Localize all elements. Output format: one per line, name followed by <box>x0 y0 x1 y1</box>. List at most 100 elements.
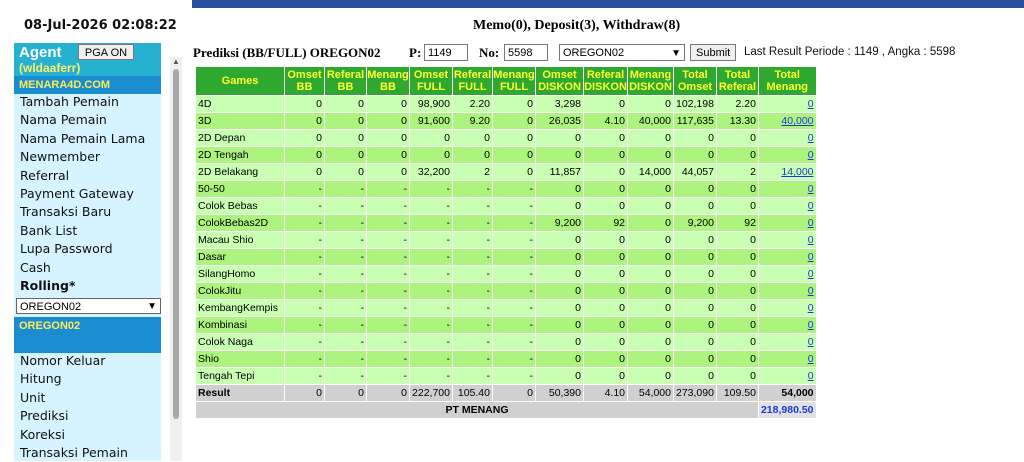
table-row: 50-50- - - - - -0 0 0 0 0 0 <box>196 181 816 197</box>
rolling-label: Rolling* <box>20 278 76 293</box>
table-cell: 0 <box>716 266 758 282</box>
sidebar-item-bank-list[interactable]: Bank List <box>20 222 78 238</box>
submit-button[interactable]: Submit <box>690 44 737 61</box>
scroll-up-icon[interactable]: ▲ <box>172 57 180 66</box>
pga-on-button[interactable]: PGA ON <box>78 44 134 60</box>
result-cell: 0 <box>285 385 324 401</box>
table-cell: 26,035 <box>536 113 583 129</box>
table-cell: 0 <box>628 147 673 163</box>
table-cell: 0 <box>674 266 716 282</box>
agent-label: Agent <box>19 44 62 61</box>
agent-box: Agent PGA ON (wldaaferr) <box>14 43 161 76</box>
period-input[interactable]: 1149 <box>424 44 468 61</box>
sidebar-item-cash[interactable]: Cash <box>20 259 51 275</box>
table-cell: - <box>410 249 452 265</box>
total-menang-link[interactable]: 40,000 <box>758 113 816 129</box>
total-menang-link[interactable]: 0 <box>758 215 816 231</box>
market-select[interactable]: OREGON02 ▼ <box>16 298 161 314</box>
last-result: Last Result Periode : 1149 , Angka : 559… <box>744 46 956 58</box>
table-row: 4D 0 0 0 98,900 2.20 0 3,298 0 0 102,198 2.20 0 <box>196 96 816 112</box>
total-menang-link[interactable]: 0 <box>758 147 816 163</box>
table-cell: 0 <box>628 351 673 367</box>
number-input[interactable]: 5598 <box>504 44 548 61</box>
datetime-display: 08-Jul-2026 02:08:22 <box>24 18 177 33</box>
table-cell: - <box>285 334 324 350</box>
table-cell: 40,000 <box>628 113 673 129</box>
total-menang-link[interactable]: 0 <box>758 181 816 197</box>
total-menang-link[interactable]: 0 <box>758 232 816 248</box>
table-cell: - <box>285 198 324 214</box>
table-cell: 0 <box>674 181 716 197</box>
total-menang-link[interactable]: 0 <box>758 300 816 316</box>
table-cell: - <box>453 215 492 231</box>
table-cell: 0 <box>584 368 627 384</box>
total-menang-link[interactable]: 0 <box>758 368 816 384</box>
table-cell: 0 <box>536 181 583 197</box>
sidebar-item-koreksi[interactable]: Koreksi <box>20 426 66 442</box>
sidebar-item-nama-pemain-lama[interactable]: Nama Pemain Lama <box>20 130 146 146</box>
sidebar-item-payment-gateway[interactable]: Payment Gateway <box>20 186 134 201</box>
table-cell: 98,900 <box>410 96 452 112</box>
game-name: Kombinasi <box>196 317 284 333</box>
column-header-line: Menang <box>367 69 409 81</box>
table-cell: 0 <box>674 147 716 163</box>
total-menang-link[interactable]: 0 <box>758 96 816 112</box>
table-cell: - <box>367 181 409 197</box>
sidebar-item-hitung[interactable]: Hitung <box>20 371 62 387</box>
table-cell: - <box>453 249 492 265</box>
total-menang-link[interactable]: 14,000 <box>758 164 816 180</box>
table-cell: - <box>410 351 452 367</box>
sidebar-scrollbar[interactable]: ▲ <box>170 57 182 461</box>
total-menang-link[interactable]: 0 <box>758 334 816 350</box>
game-name: 50-50 <box>196 181 284 197</box>
total-menang-link[interactable]: 0 <box>758 198 816 214</box>
table-row: Tengah Tepi - - - - - -0 0 0 0 0 0 <box>196 368 816 384</box>
top-bar-gap <box>0 0 192 8</box>
sidebar-item-newmember[interactable]: Newmember <box>20 149 101 165</box>
total-menang-link[interactable]: 0 <box>758 130 816 146</box>
sidebar: Agent PGA ON (wldaaferr) MENARA4D.COM Ta… <box>14 43 161 461</box>
table-cell: 0 <box>453 130 492 146</box>
sidebar-item-transaksi-baru[interactable]: Transaksi Baru <box>20 204 112 220</box>
sidebar-item-lupa-password[interactable]: Lupa Password <box>20 241 113 257</box>
table-cell: - <box>453 334 492 350</box>
table-cell: 9,200 <box>536 215 583 231</box>
table-row: ColokBebas2D - - - - - -9,200 92 0 9,200 92 0 <box>196 215 816 231</box>
table-cell: 0 <box>367 164 409 180</box>
sidebar-item-prediksi[interactable]: Prediksi <box>20 408 69 424</box>
total-menang-link[interactable]: 0 <box>758 317 816 333</box>
chevron-down-icon: ▼ <box>147 301 157 312</box>
market-dropdown[interactable]: OREGON02 ▼ <box>559 44 685 61</box>
table-cell: 0 <box>285 164 324 180</box>
memo-status[interactable]: Memo(0), Deposit(3), Withdraw(8) <box>473 18 681 33</box>
result-cell: 50,390 <box>536 385 583 401</box>
table-cell: - <box>367 249 409 265</box>
table-cell: - <box>325 181 366 197</box>
sidebar-item-nomor-keluar[interactable]: Nomor Keluar <box>20 353 106 368</box>
table-cell: 0 <box>584 351 627 367</box>
scroll-thumb[interactable] <box>173 69 179 419</box>
table-cell: 0 <box>674 198 716 214</box>
sidebar-item-unit[interactable]: Unit <box>20 389 46 405</box>
table-cell: 11,857 <box>536 164 583 180</box>
table-cell: 0 <box>674 368 716 384</box>
game-name: 2D Belakang <box>196 164 284 180</box>
sidebar-item-tambah-pemain[interactable]: Tambah Pemain <box>20 94 119 109</box>
table-cell: 0 <box>584 317 627 333</box>
total-menang-link[interactable]: 0 <box>758 249 816 265</box>
sidebar-item-transaksi-pemain[interactable]: Transaksi Pemain <box>20 445 128 460</box>
result-cell: 0 <box>325 385 366 401</box>
table-row: Colok Bebas - - - - - -0 0 0 0 0 0 <box>196 198 816 214</box>
total-menang-link[interactable]: 0 <box>758 283 816 299</box>
total-menang-link[interactable]: 0 <box>758 351 816 367</box>
table-cell: - <box>367 266 409 282</box>
total-menang-link[interactable]: 0 <box>758 266 816 282</box>
table-cell: 0 <box>325 130 366 146</box>
table-cell: 0 <box>536 283 583 299</box>
sidebar-item-referral[interactable]: Referral <box>20 167 70 183</box>
table-cell: - <box>453 300 492 316</box>
table-cell: 0 <box>628 215 673 231</box>
table-row: 2D Tengah 0 0 0 0 0 0 0 0 0 0 0 0 <box>196 147 816 163</box>
sidebar-item-nama-pemain[interactable]: Nama Pemain <box>20 112 107 128</box>
column-header-line: Omset <box>413 69 449 81</box>
